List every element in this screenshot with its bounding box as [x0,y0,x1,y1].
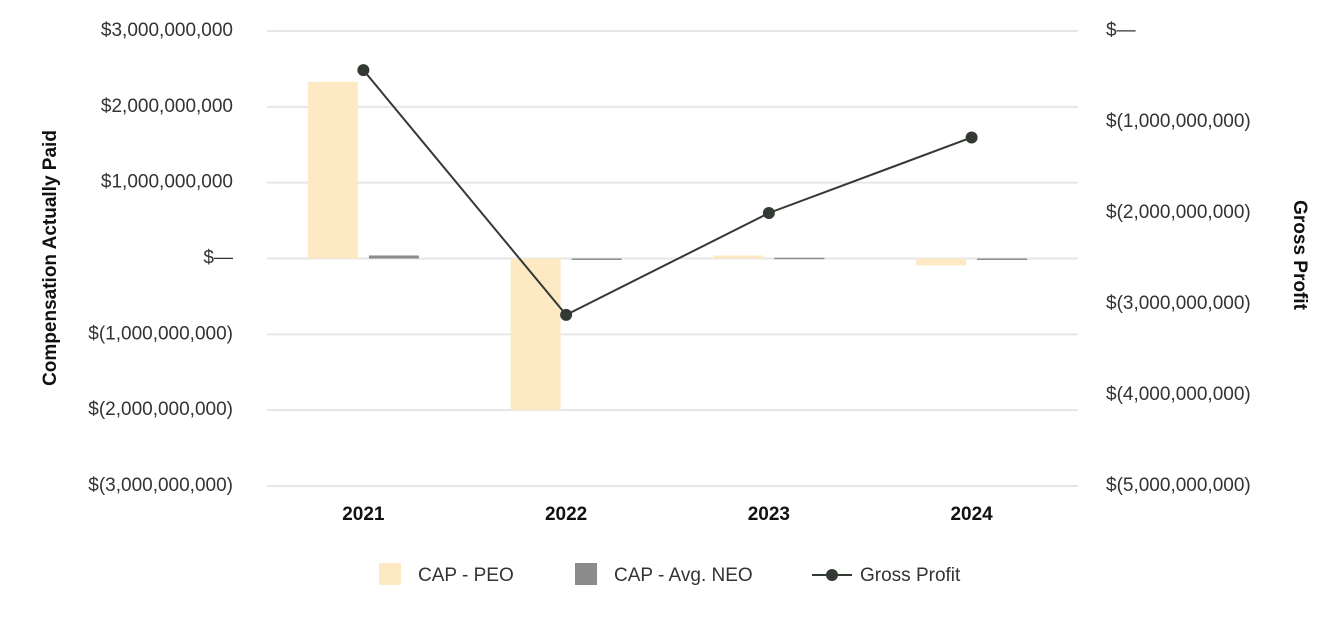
legend-label-cap-peo: CAP - PEO [418,565,514,586]
gross-profit-point-2021 [357,64,370,77]
right-axis-ticks: $— $(1,000,000,000) $(2,000,000,000) $(3,00… [1106,20,1251,496]
line-series [357,64,978,321]
legend-label-gross-profit: Gross Profit [860,565,961,586]
y2-axis-title: Gross Profit [1289,200,1310,310]
y-tick-label: $1,000,000,000 [101,172,233,193]
bar-cap-avg-neo-2024 [977,258,1028,260]
y-tick-label: $— [203,248,233,269]
legend-label-cap-avg-neo: CAP - Avg. NEO [614,565,753,586]
x-tick-label: 2022 [545,504,587,525]
bar-cap-peo-2022 [510,258,561,411]
y-axis-title: Compensation Actually Paid [40,130,61,386]
y2-tick-label: $(5,000,000,000) [1106,475,1251,496]
legend-swatch-gross-profit-marker [826,569,838,581]
gross-profit-point-2023 [762,207,775,219]
bar-cap-avg-neo-2022 [571,258,622,261]
y-tick-label: $(1,000,000,000) [88,323,233,344]
y-tick-label: $2,000,000,000 [101,96,233,117]
gross-profit-point-2024 [965,131,978,144]
y2-tick-label: $(3,000,000,000) [1106,293,1251,314]
y-tick-label: $(3,000,000,000) [88,475,233,496]
bar-cap-peo-2024 [916,258,967,266]
gross-profit-point-2022 [560,308,573,321]
bar-cap-avg-neo-2021 [368,255,419,259]
legend-swatch-cap-peo [379,563,401,585]
bar-cap-peo-2021 [307,81,358,259]
x-tick-label: 2023 [748,504,790,525]
legend: CAP - PEO CAP - Avg. NEO Gross Profit [379,563,961,586]
y-tick-label: $(2,000,000,000) [88,399,233,420]
x-tick-label: 2024 [950,504,993,525]
bar-cap-avg-neo-2023 [774,257,825,260]
x-tick-label: 2021 [342,504,385,525]
bar-cap-peo-2023 [713,255,764,259]
x-axis-ticks: 2021 2022 2023 2024 [342,504,993,525]
y2-tick-label: $— [1106,20,1136,41]
y2-tick-label: $(1,000,000,000) [1106,111,1251,132]
gross-profit-line [362,69,972,317]
left-axis-ticks: $3,000,000,000 $2,000,000,000 $1,000,000,0… [88,20,233,496]
y-tick-label: $3,000,000,000 [101,20,233,41]
y2-tick-label: $(4,000,000,000) [1106,384,1251,405]
legend-swatch-cap-avg-neo [575,563,597,585]
y2-tick-label: $(2,000,000,000) [1106,202,1251,223]
bars [307,81,1028,411]
